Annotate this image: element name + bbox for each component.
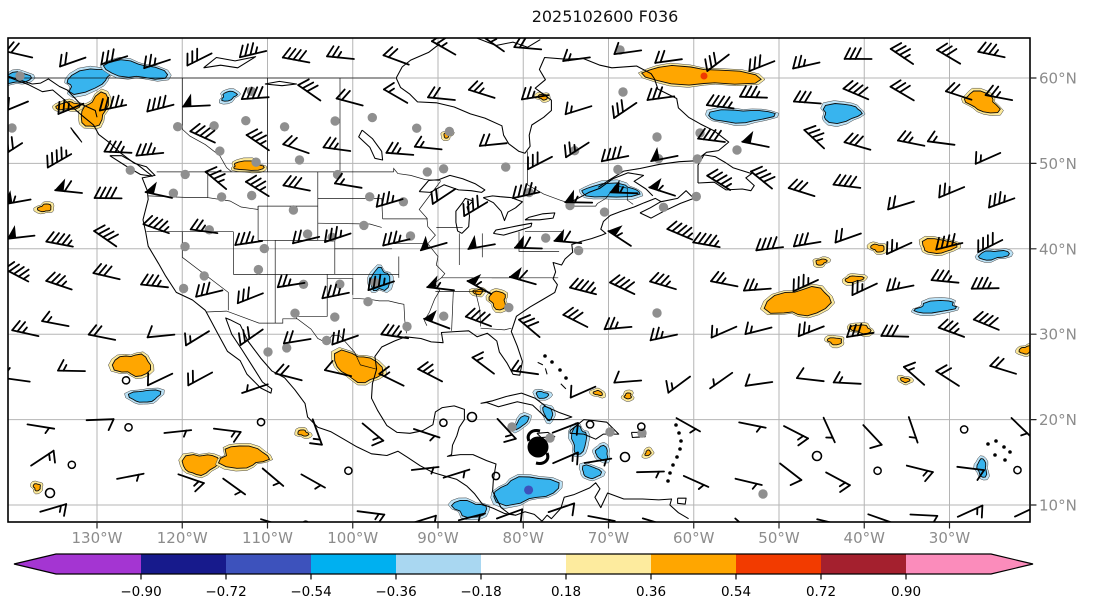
svg-text:0.18: 0.18 bbox=[551, 584, 581, 600]
station-dots bbox=[8, 45, 768, 499]
calm-markers bbox=[44, 411, 823, 499]
svg-text:110°W: 110°W bbox=[242, 529, 293, 547]
cyclone-marker bbox=[526, 429, 550, 465]
island-dots bbox=[543, 354, 1012, 483]
svg-text:70°W: 70°W bbox=[588, 529, 630, 547]
lon-tick-labels: 130°W 120°W 110°W 100°W 90°W 80°W 70°W 60°W 50°W… bbox=[72, 529, 971, 547]
svg-text:−0.18: −0.18 bbox=[460, 584, 501, 600]
svg-text:−0.90: −0.90 bbox=[120, 584, 161, 600]
svg-text:40°N: 40°N bbox=[1039, 240, 1077, 258]
svg-text:130°W: 130°W bbox=[72, 529, 123, 547]
svg-text:60°W: 60°W bbox=[673, 529, 715, 547]
coastlines bbox=[8, 38, 755, 522]
colorbar-tick-labels: −0.90 −0.72 −0.54 −0.36 −0.18 0.18 0.36 0.54 0.7… bbox=[120, 584, 921, 600]
svg-text:30°W: 30°W bbox=[929, 529, 971, 547]
svg-text:0.90: 0.90 bbox=[891, 584, 921, 600]
colorbar-over-arrow bbox=[991, 554, 1033, 574]
svg-text:0.72: 0.72 bbox=[806, 584, 836, 600]
plot-title: 2025102600 F036 bbox=[531, 7, 679, 26]
lat-tick-labels: 60°N 50°N 40°N 30°N 20°N 10°N bbox=[1039, 70, 1077, 515]
svg-text:−0.72: −0.72 bbox=[205, 584, 246, 600]
svg-text:50°N: 50°N bbox=[1039, 155, 1077, 173]
colorbar-under-arrow bbox=[14, 554, 56, 574]
map-frame bbox=[7, 37, 1031, 523]
svg-text:10°N: 10°N bbox=[1039, 497, 1077, 515]
svg-text:100°W: 100°W bbox=[327, 529, 378, 547]
svg-text:0.36: 0.36 bbox=[636, 584, 666, 600]
svg-text:20°N: 20°N bbox=[1039, 411, 1077, 429]
svg-text:30°N: 30°N bbox=[1039, 326, 1077, 344]
svg-text:40°W: 40°W bbox=[844, 529, 886, 547]
wind-barbs bbox=[8, 38, 1030, 522]
anomaly-blobs bbox=[8, 57, 1030, 521]
svg-text:60°N: 60°N bbox=[1039, 70, 1077, 88]
svg-text:−0.36: −0.36 bbox=[375, 584, 416, 600]
svg-text:−0.54: −0.54 bbox=[290, 584, 331, 600]
svg-text:120°W: 120°W bbox=[157, 529, 208, 547]
svg-text:50°W: 50°W bbox=[758, 529, 800, 547]
svg-text:80°W: 80°W bbox=[503, 529, 545, 547]
svg-text:0.54: 0.54 bbox=[721, 584, 751, 600]
svg-text:90°W: 90°W bbox=[417, 529, 459, 547]
axis-ticks bbox=[96, 77, 1037, 529]
colorbar bbox=[13, 553, 1034, 580]
